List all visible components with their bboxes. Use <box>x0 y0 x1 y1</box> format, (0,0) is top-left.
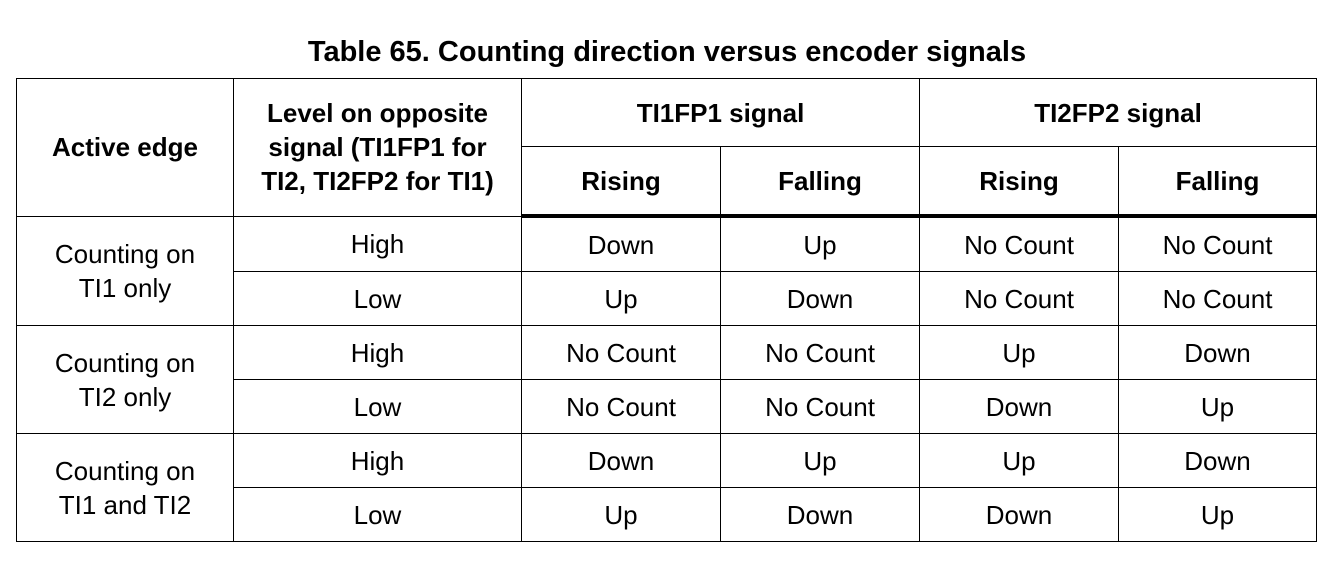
active-edge-cell: Counting on TI1 only <box>16 215 234 326</box>
ti1-falling-cell: No Count <box>720 325 920 380</box>
header-ti1fp1-signal: TI1FP1 signal <box>521 78 920 147</box>
ti2-falling-cell: Down <box>1118 325 1317 380</box>
active-edge-line-1: Counting on <box>54 455 196 486</box>
header-level-line-3: TI2, TI2FP2 for TI1) <box>261 166 494 197</box>
ti2-falling-cell: Down <box>1118 433 1317 488</box>
table-body: Counting on TI1 only High Down Up No Cou… <box>16 215 1317 542</box>
header-level-line-1: Level on opposite <box>266 98 489 129</box>
active-edge-line-1: Counting on <box>54 238 196 269</box>
table-row: Counting on TI2 only High No Count No Co… <box>16 325 1317 434</box>
ti1-falling-cell: Up <box>720 433 920 488</box>
table-row: Counting on TI1 and TI2 High Down Up Up … <box>16 433 1317 542</box>
active-edge-line-2: TI2 only <box>78 381 172 412</box>
ti2-falling-cell: No Count <box>1118 271 1317 326</box>
encoder-table: Active edge Level on opposite signal (TI… <box>16 78 1317 542</box>
ti2-rising-cell: Down <box>919 487 1119 542</box>
ti1-rising-cell: Down <box>521 433 721 488</box>
ti1-rising-cell: No Count <box>521 379 721 434</box>
table-row: Counting on TI1 only High Down Up No Cou… <box>16 215 1317 326</box>
table-caption: Table 65. Counting direction versus enco… <box>307 36 1027 68</box>
header-level-line-2: signal (TI1FP1 for <box>268 132 487 163</box>
active-edge-line-2: TI1 only <box>78 272 172 303</box>
ti1-falling-cell: Down <box>720 271 920 326</box>
header-level-opposite: Level on opposite signal (TI1FP1 for TI2… <box>233 78 522 217</box>
ti2-rising-cell: No Count <box>919 271 1119 326</box>
level-cell: Low <box>233 487 522 542</box>
active-edge-line-1: Counting on <box>54 347 196 378</box>
ti2-rising-cell: Up <box>919 325 1119 380</box>
header-ti2-rising: Rising <box>919 146 1119 218</box>
header-row-2: Rising Falling Rising Falling <box>17 146 1317 218</box>
ti2-rising-cell: No Count <box>919 215 1119 272</box>
ti2-falling-cell: Up <box>1118 379 1317 434</box>
ti2-rising-cell: Down <box>919 379 1119 434</box>
table-row: Low No Count No Count Down Up <box>17 379 1317 434</box>
ti1-rising-cell: No Count <box>521 325 721 380</box>
level-cell: High <box>233 433 522 488</box>
ti2-falling-cell: Up <box>1118 487 1317 542</box>
active-edge-line-2: TI1 and TI2 <box>58 489 192 520</box>
header-ti2fp2-signal: TI2FP2 signal <box>919 78 1317 147</box>
ti2-rising-cell: Up <box>919 433 1119 488</box>
table-row: Low Up Down Down Up <box>17 487 1317 542</box>
level-cell: High <box>233 215 522 272</box>
ti1-falling-cell: No Count <box>720 379 920 434</box>
ti1-rising-cell: Up <box>521 487 721 542</box>
level-cell: Low <box>233 271 522 326</box>
active-edge-cell: Counting on TI1 and TI2 <box>16 433 234 542</box>
header-active-edge: Active edge <box>16 78 234 217</box>
level-cell: Low <box>233 379 522 434</box>
header-ti1-rising: Rising <box>521 146 721 218</box>
active-edge-cell: Counting on TI2 only <box>16 325 234 434</box>
table-header: Active edge Level on opposite signal (TI… <box>16 78 1317 218</box>
ti1-rising-cell: Up <box>521 271 721 326</box>
header-ti1-falling: Falling <box>720 146 920 218</box>
ti2-falling-cell: No Count <box>1118 215 1317 272</box>
header-row-1: Active edge Level on opposite signal (TI… <box>16 78 1317 217</box>
ti1-falling-cell: Down <box>720 487 920 542</box>
ti1-falling-cell: Up <box>720 215 920 272</box>
level-cell: High <box>233 325 522 380</box>
ti1-rising-cell: Down <box>521 215 721 272</box>
table-row: Low Up Down No Count No Count <box>17 271 1317 326</box>
header-ti2-falling: Falling <box>1118 146 1317 218</box>
